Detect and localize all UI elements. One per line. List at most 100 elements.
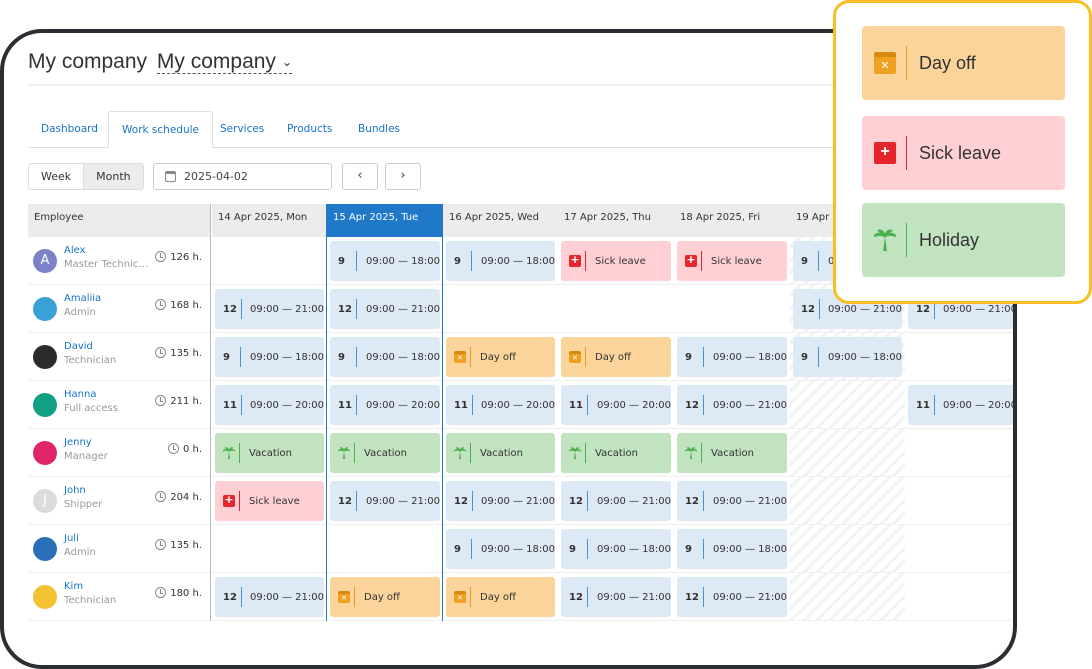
day-header[interactable]: 15 Apr 2025, Tue — [327, 204, 443, 237]
employee-name[interactable]: John — [64, 485, 86, 496]
schedule-cell[interactable] — [327, 525, 443, 573]
dayoff-block[interactable]: ✕Day off — [446, 337, 555, 377]
tab-products[interactable]: Products — [274, 111, 345, 148]
day-header[interactable]: 14 Apr 2025, Mon — [212, 204, 327, 237]
schedule-cell[interactable] — [790, 429, 905, 477]
schedule-cell[interactable] — [212, 525, 327, 573]
schedule-cell[interactable] — [905, 333, 1017, 381]
schedule-cell[interactable] — [790, 525, 905, 573]
schedule-cell[interactable] — [905, 477, 1017, 525]
schedule-cell[interactable]: ✕Day off — [327, 573, 443, 621]
schedule-cell[interactable] — [790, 381, 905, 429]
vac-block[interactable]: Vacation — [677, 433, 787, 473]
employee-name[interactable]: Amaliia — [64, 293, 101, 304]
schedule-cell[interactable]: +Sick leave — [674, 237, 790, 285]
dayoff-block[interactable]: ✕Day off — [446, 577, 555, 617]
employee-name[interactable]: David — [64, 341, 93, 352]
prev-button[interactable]: ‹ — [342, 163, 378, 190]
date-input[interactable]: 2025-04-02 — [153, 163, 332, 190]
schedule-cell[interactable] — [674, 285, 790, 333]
schedule-cell[interactable]: +Sick leave — [212, 477, 327, 525]
tab-bundles[interactable]: Bundles — [345, 111, 413, 148]
company-selector[interactable]: My company⌄ — [157, 50, 292, 74]
vac-block[interactable]: Vacation — [330, 433, 440, 473]
schedule-cell[interactable]: Vacation — [674, 429, 790, 477]
sick-block[interactable]: +Sick leave — [561, 241, 671, 281]
dayoff-block[interactable]: ✕Day off — [561, 337, 671, 377]
employee-name[interactable]: Jenny — [64, 437, 92, 448]
schedule-cell[interactable] — [905, 573, 1017, 621]
day-header[interactable]: 18 Apr 2025, Fri — [674, 204, 790, 237]
day-header[interactable]: 17 Apr 2025, Thu — [558, 204, 674, 237]
schedule-cell[interactable] — [558, 285, 674, 333]
schedule-cell[interactable]: ✕Day off — [443, 573, 558, 621]
schedule-cell[interactable] — [790, 573, 905, 621]
tab-dashboard[interactable]: Dashboard — [28, 111, 111, 148]
vac-block[interactable]: Vacation — [446, 433, 555, 473]
vac-block[interactable]: Vacation — [215, 433, 324, 473]
employee-name[interactable]: Hanna — [64, 389, 96, 400]
employee-name[interactable]: Kim — [64, 581, 83, 592]
employee-name[interactable]: Juli — [64, 533, 79, 544]
schedule-cell[interactable]: Vacation — [558, 429, 674, 477]
schedule-cell[interactable] — [790, 477, 905, 525]
schedule-cell[interactable] — [443, 285, 558, 333]
employee-name[interactable]: Alex — [64, 245, 86, 256]
schedule-cell[interactable]: Vacation — [327, 429, 443, 477]
schedule-cell[interactable]: ✕Day off — [558, 333, 674, 381]
schedule-cell[interactable] — [212, 237, 327, 285]
dayoff-block[interactable]: ✕Day off — [330, 577, 440, 617]
